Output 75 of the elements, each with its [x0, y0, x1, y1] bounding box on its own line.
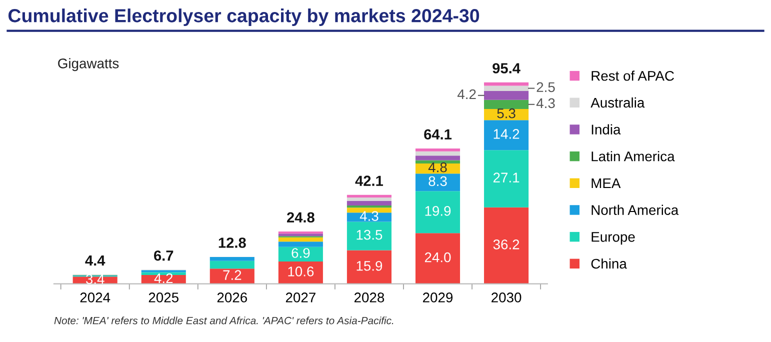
legend-label: North America: [592, 204, 679, 215]
bar: [278, 231, 323, 234]
bar: [415, 156, 460, 160]
bar: [278, 242, 323, 247]
data-label: 3.4: [86, 274, 104, 284]
total-label: 95.4: [492, 63, 520, 74]
data-label: 7.2: [223, 270, 242, 280]
bar: [484, 90, 529, 100]
bar: [346, 212, 392, 222]
x-tick-label: 2027: [286, 292, 316, 302]
x-tick-label: 2024: [80, 292, 110, 302]
bar: [346, 205, 392, 208]
bar: [278, 246, 323, 262]
bar: [346, 200, 392, 206]
x-tick-label: 2030: [492, 292, 522, 302]
data-label: 15.9: [356, 260, 382, 271]
data-label: 4.3: [536, 98, 555, 108]
data-label: 4.2: [457, 89, 476, 100]
total-label: 64.1: [424, 129, 452, 140]
data-label: 4.8: [428, 162, 447, 172]
bar: [346, 197, 392, 201]
bar: [484, 150, 529, 208]
data-label: 19.9: [425, 206, 451, 216]
bar: [484, 207, 529, 284]
total-label: 12.8: [218, 238, 246, 248]
x-tick-label: 2025: [148, 292, 178, 302]
bar: [346, 194, 392, 198]
data-label: 13.5: [356, 230, 382, 240]
legend-label: India: [592, 124, 621, 134]
data-label: 5.3: [497, 108, 516, 118]
x-tick-label: 2029: [423, 292, 453, 302]
legend-label: Australia: [590, 97, 645, 108]
data-label: 2.5: [536, 82, 555, 92]
bar: [484, 86, 529, 91]
x-tick-label: 2026: [217, 292, 247, 302]
data-label: 14.2: [494, 129, 520, 139]
y-axis-title: Gigawatts: [58, 58, 119, 72]
x-tick-label: 2028: [354, 292, 384, 302]
bar: [484, 100, 529, 109]
bar: [346, 222, 392, 250]
bar: [415, 233, 460, 284]
bar: [346, 208, 392, 213]
data-label: 36.2: [493, 240, 520, 250]
bar: [346, 250, 392, 284]
chart-title: Cumulative Electrolyser capacity by markets 2024-30: [8, 8, 480, 26]
bar: [141, 272, 186, 275]
data-label: 10.6: [288, 266, 314, 276]
text: Note: 'MEA' refers to Middle East and Africa. 'APAC' refers to Asia-Pacific.: [54, 316, 394, 324]
bar: [210, 268, 254, 284]
data-label: 4.3: [360, 211, 378, 221]
total-label: 6.7: [154, 250, 174, 261]
legend-label: MEA: [592, 178, 621, 188]
legend-label: China: [591, 258, 627, 269]
bar: [210, 257, 254, 261]
total-label: 4.4: [85, 255, 106, 266]
legend-label: Europe: [592, 232, 635, 245]
data-label: 8.3: [428, 176, 447, 186]
total-label: 42.1: [355, 176, 384, 186]
bar: [415, 151, 460, 156]
data-label: 4.2: [154, 273, 173, 284]
bar: [415, 191, 460, 234]
data-label: 6.9: [292, 248, 310, 258]
data-label: 27.1: [493, 172, 520, 182]
data-label: 24.0: [424, 252, 451, 262]
bar: [415, 174, 460, 192]
legend-label: Latin America: [592, 151, 675, 162]
bar: [278, 234, 323, 236]
bar: [210, 260, 254, 269]
total-label: 24.8: [287, 212, 314, 223]
legend-label: Rest of APAC: [592, 70, 674, 81]
bar: [278, 237, 323, 242]
bar: [484, 120, 529, 150]
bar: [415, 160, 460, 164]
bar: [278, 261, 323, 284]
bar: [415, 148, 460, 152]
